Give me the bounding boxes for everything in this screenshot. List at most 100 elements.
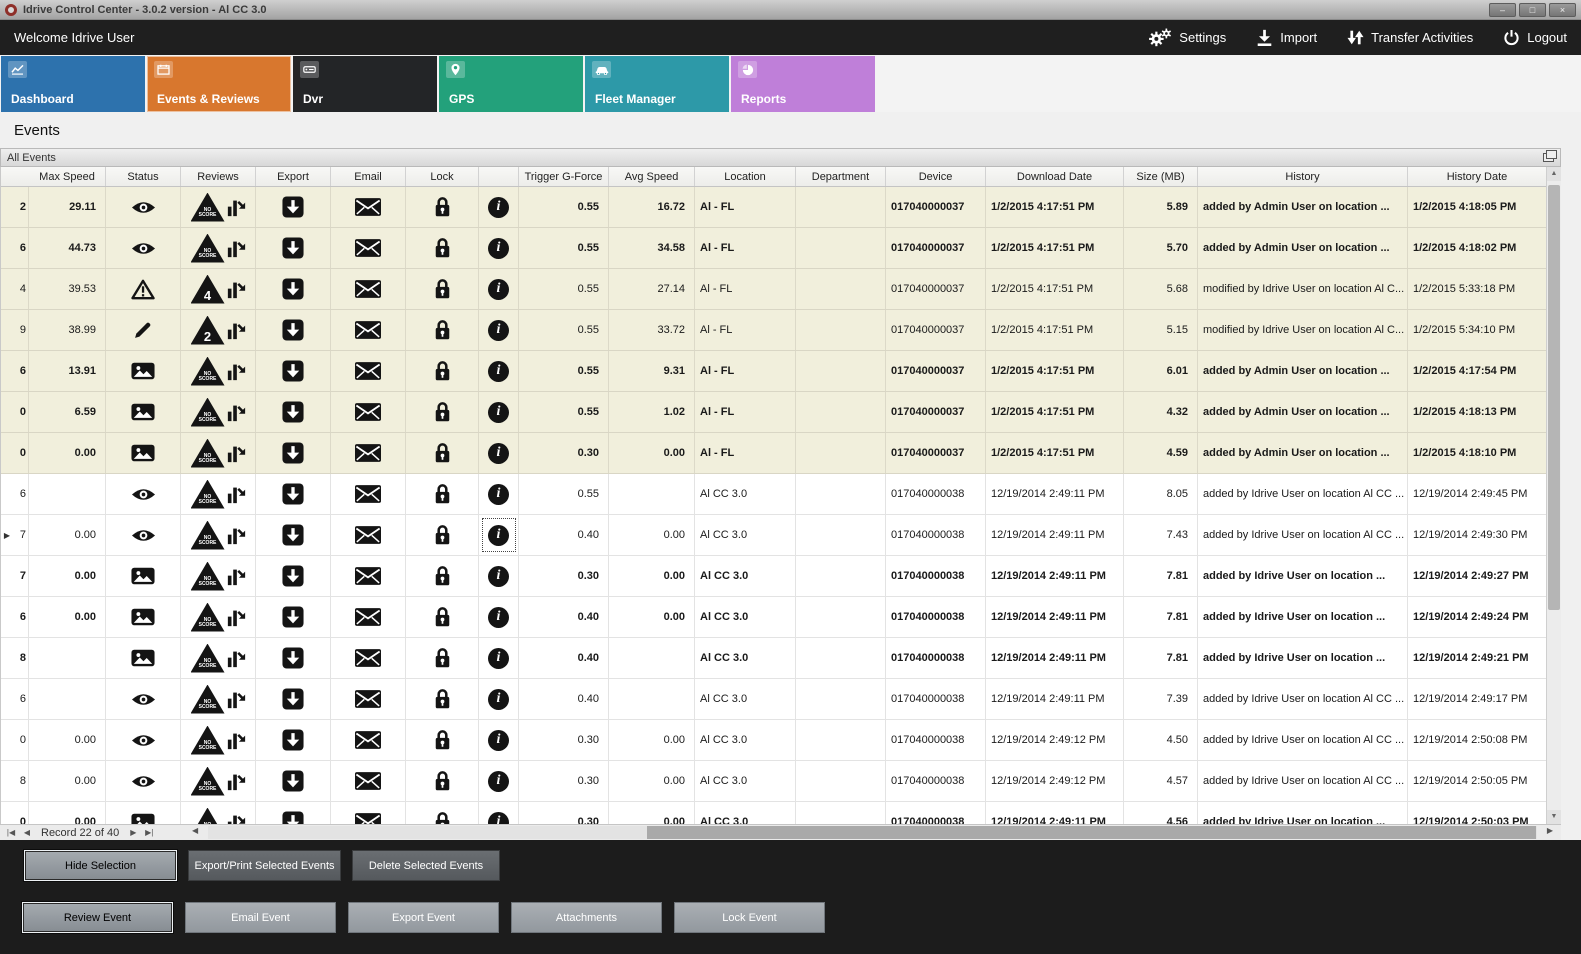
cell-email[interactable] [331, 269, 406, 309]
cell-email[interactable] [331, 474, 406, 514]
tab-gps[interactable]: GPS [439, 56, 583, 112]
cell-email[interactable] [331, 392, 406, 432]
tab-events-reviews[interactable]: Events & Reviews [147, 56, 291, 112]
vertical-scrollbar[interactable]: ▲ ▼ [1546, 167, 1561, 824]
cell-email[interactable] [331, 720, 406, 760]
restore-panel-icon[interactable] [1543, 150, 1557, 162]
prev-record-button[interactable]: ◀ [23, 828, 31, 837]
col-header-email[interactable]: Email [331, 167, 406, 186]
cell-lock[interactable] [406, 679, 479, 719]
cell-reviews[interactable]: NO SCORE [181, 679, 256, 719]
table-row[interactable]: 8 0.00 NO SCORE [1, 761, 1547, 802]
scroll-down-icon[interactable]: ▼ [1547, 810, 1561, 824]
table-row[interactable]: ▶ 7 0.00 NO SCORE [1, 515, 1547, 556]
settings-menu-item[interactable]: Settings [1148, 28, 1226, 48]
cell-export[interactable] [256, 310, 331, 350]
cell-export[interactable] [256, 392, 331, 432]
col-header-lock[interactable]: Lock [406, 167, 479, 186]
cell-export[interactable] [256, 228, 331, 268]
cell-export[interactable] [256, 474, 331, 514]
cell-email[interactable] [331, 761, 406, 801]
col-header-download-date[interactable]: Download Date [986, 167, 1124, 186]
cell-email[interactable] [331, 228, 406, 268]
cell-lock[interactable] [406, 392, 479, 432]
table-row[interactable]: 6 44.73 NO SCORE [1, 228, 1547, 269]
cell-info[interactable]: i [479, 638, 519, 678]
cell-lock[interactable] [406, 269, 479, 309]
cell-info[interactable]: i [479, 720, 519, 760]
cell-info[interactable]: i [479, 228, 519, 268]
cell-reviews[interactable]: NO SCORE [181, 802, 256, 824]
cell-info[interactable]: i [479, 679, 519, 719]
cell-email[interactable] [331, 310, 406, 350]
cell-reviews[interactable]: NO SCORE [181, 228, 256, 268]
close-button[interactable]: × [1549, 2, 1576, 17]
tab-reports[interactable]: Reports [731, 56, 875, 112]
cell-info[interactable]: i [479, 556, 519, 596]
lock-event-button[interactable]: Lock Event [674, 902, 825, 933]
attachments-button[interactable]: Attachments [511, 902, 662, 933]
scroll-right-icon[interactable]: ▶ [1546, 826, 1553, 835]
cell-reviews[interactable]: NO SCORE [181, 474, 256, 514]
minimize-button[interactable]: – [1489, 2, 1516, 17]
cell-info[interactable]: i [479, 351, 519, 391]
cell-lock[interactable] [406, 515, 479, 555]
cell-reviews[interactable]: NO SCORE [181, 187, 256, 227]
table-row[interactable]: 0 0.00 NO SCORE [1, 433, 1547, 474]
col-header-reviews[interactable]: Reviews [181, 167, 256, 186]
cell-export[interactable] [256, 761, 331, 801]
cell-info[interactable]: i [479, 392, 519, 432]
cell-lock[interactable] [406, 310, 479, 350]
cell-email[interactable] [331, 638, 406, 678]
cell-email[interactable] [331, 433, 406, 473]
maximize-button[interactable]: □ [1519, 2, 1546, 17]
hide-selection-button[interactable]: Hide Selection [24, 850, 177, 881]
cell-lock[interactable] [406, 638, 479, 678]
tab-dashboard[interactable]: Dashboard [1, 56, 145, 112]
table-row[interactable]: 6 13.91 NO SCORE [1, 351, 1547, 392]
col-header-export[interactable]: Export [256, 167, 331, 186]
cell-status[interactable] [106, 269, 181, 309]
cell-info[interactable]: i [479, 474, 519, 514]
cell-reviews[interactable]: NO SCORE [181, 761, 256, 801]
cell-lock[interactable] [406, 351, 479, 391]
review-event-button[interactable]: Review Event [22, 902, 173, 933]
cell-status[interactable] [106, 515, 181, 555]
cell-reviews[interactable]: 2 [181, 310, 256, 350]
col-header-history[interactable]: History [1198, 167, 1408, 186]
cell-info[interactable]: i [479, 187, 519, 227]
table-row[interactable]: 0 6.59 NO SCORE [1, 392, 1547, 433]
cell-export[interactable] [256, 269, 331, 309]
cell-status[interactable] [106, 392, 181, 432]
cell-info[interactable]: i [479, 515, 519, 555]
cell-export[interactable] [256, 556, 331, 596]
email-event-button[interactable]: Email Event [185, 902, 336, 933]
cell-export[interactable] [256, 597, 331, 637]
cell-status[interactable] [106, 761, 181, 801]
table-row[interactable]: 8 NO SCORE [1, 638, 1547, 679]
cell-status[interactable] [106, 433, 181, 473]
cell-email[interactable] [331, 515, 406, 555]
import-menu-item[interactable]: Import [1256, 29, 1317, 46]
export-print-selected-events-button[interactable]: Export/Print Selected Events [188, 850, 341, 881]
horizontal-scrollbar[interactable] [208, 826, 1537, 839]
cell-email[interactable] [331, 597, 406, 637]
col-header-location[interactable]: Location [695, 167, 796, 186]
cell-info[interactable]: i [479, 310, 519, 350]
cell-info[interactable]: i [479, 269, 519, 309]
table-row[interactable]: 9 38.99 2 [1, 310, 1547, 351]
col-header-rowid[interactable] [1, 167, 29, 186]
cell-lock[interactable] [406, 720, 479, 760]
cell-lock[interactable] [406, 187, 479, 227]
cell-lock[interactable] [406, 228, 479, 268]
cell-export[interactable] [256, 679, 331, 719]
cell-status[interactable] [106, 228, 181, 268]
table-row[interactable]: 2 29.11 NO SCORE [1, 187, 1547, 228]
table-row[interactable]: 4 39.53 4 [1, 269, 1547, 310]
cell-status[interactable] [106, 474, 181, 514]
tab-dvr[interactable]: Dvr [293, 56, 437, 112]
first-record-button[interactable]: |◀ [6, 828, 16, 837]
cell-export[interactable] [256, 638, 331, 678]
cell-export[interactable] [256, 433, 331, 473]
cell-info[interactable]: i [479, 433, 519, 473]
